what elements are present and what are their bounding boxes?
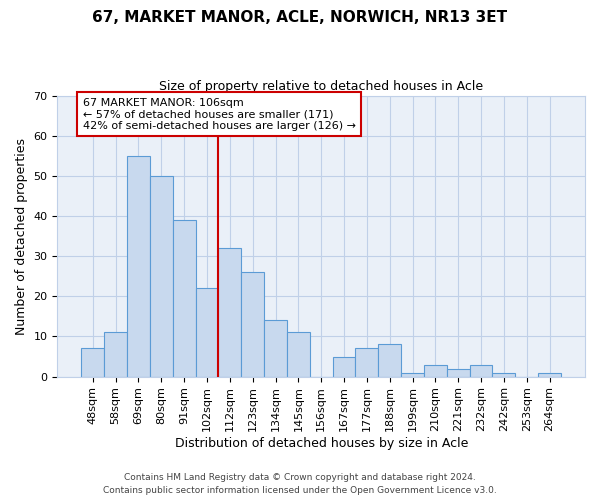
Bar xyxy=(287,332,310,376)
Bar xyxy=(104,332,127,376)
Bar xyxy=(424,364,447,376)
Bar xyxy=(493,372,515,376)
X-axis label: Distribution of detached houses by size in Acle: Distribution of detached houses by size … xyxy=(175,437,468,450)
Bar xyxy=(150,176,173,376)
Bar xyxy=(196,288,218,376)
Bar xyxy=(173,220,196,376)
Bar xyxy=(82,348,104,376)
Bar xyxy=(470,364,493,376)
Title: Size of property relative to detached houses in Acle: Size of property relative to detached ho… xyxy=(159,80,483,93)
Bar xyxy=(241,272,264,376)
Text: 67, MARKET MANOR, ACLE, NORWICH, NR13 3ET: 67, MARKET MANOR, ACLE, NORWICH, NR13 3E… xyxy=(92,10,508,25)
Bar xyxy=(447,368,470,376)
Bar xyxy=(127,156,150,376)
Text: 67 MARKET MANOR: 106sqm
← 57% of detached houses are smaller (171)
42% of semi-d: 67 MARKET MANOR: 106sqm ← 57% of detache… xyxy=(83,98,356,131)
Bar xyxy=(538,372,561,376)
Bar xyxy=(379,344,401,376)
Bar xyxy=(355,348,379,376)
Bar xyxy=(218,248,241,376)
Y-axis label: Number of detached properties: Number of detached properties xyxy=(15,138,28,334)
Bar xyxy=(264,320,287,376)
Text: Contains HM Land Registry data © Crown copyright and database right 2024.
Contai: Contains HM Land Registry data © Crown c… xyxy=(103,474,497,495)
Bar xyxy=(332,356,355,376)
Bar xyxy=(401,372,424,376)
